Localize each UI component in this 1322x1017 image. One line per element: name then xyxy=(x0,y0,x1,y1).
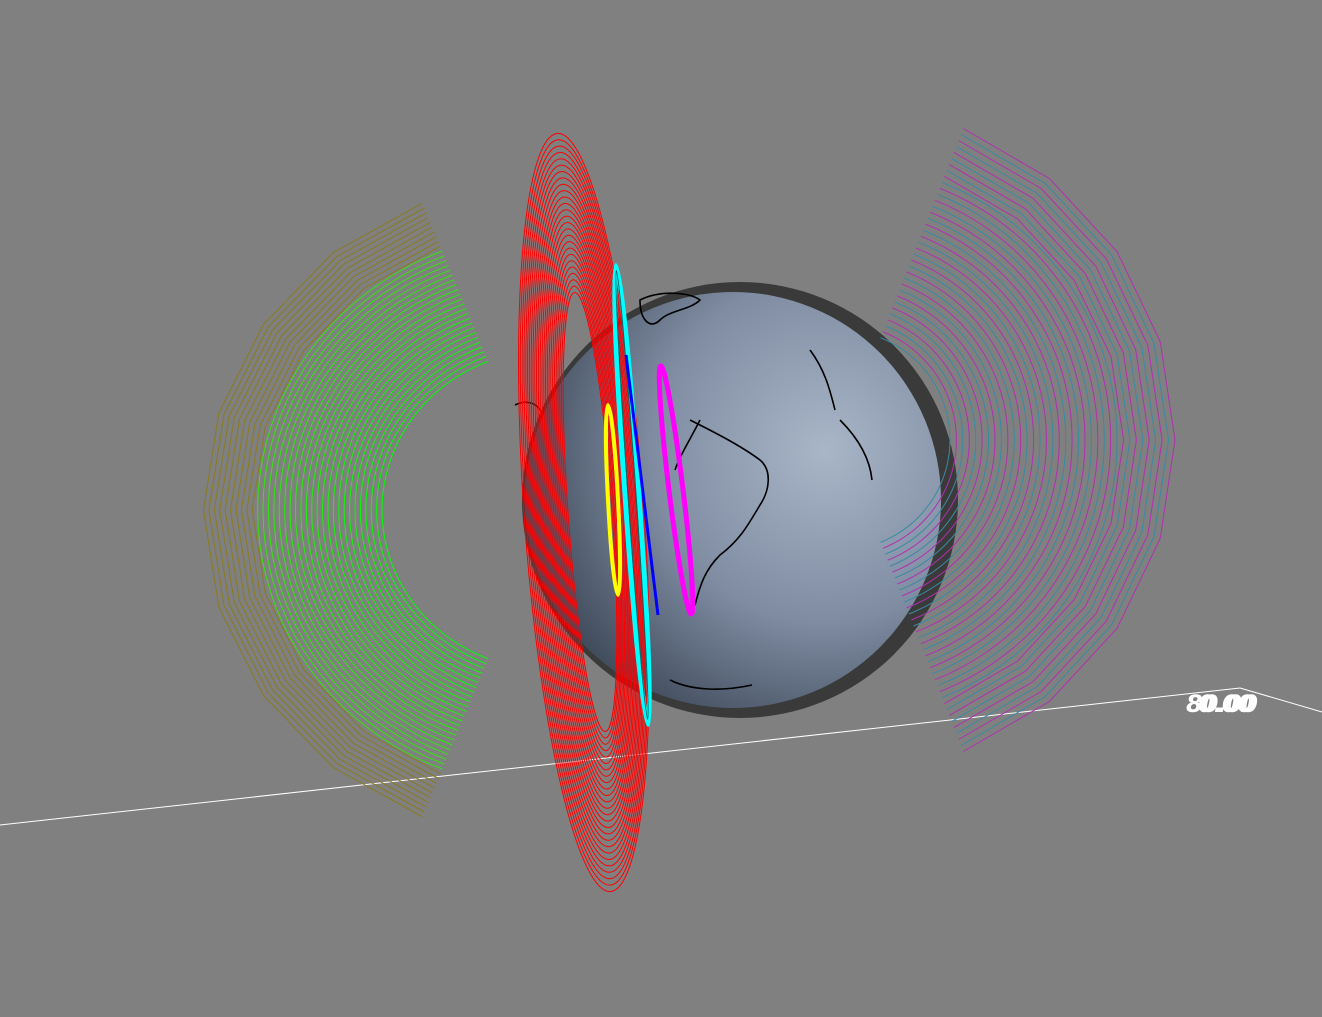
red-shell-ring xyxy=(561,285,619,739)
purple-shell-arc xyxy=(937,193,1105,687)
purple-shell-arc xyxy=(904,277,1015,603)
red-shell-ring xyxy=(536,196,637,828)
purple-shell-arc xyxy=(951,157,1144,723)
purple-shell-arc xyxy=(946,169,1131,711)
green-shell-arc xyxy=(219,217,429,803)
purple-shell-arc xyxy=(915,247,1047,633)
green-shell-arc xyxy=(343,327,475,693)
green-shell-arc xyxy=(359,341,481,679)
axis-label-b: 0.00 xyxy=(1198,690,1254,718)
purple-right-shell xyxy=(880,128,1176,752)
red-shell-ring xyxy=(562,292,618,732)
green-shell-arc xyxy=(381,360,489,660)
yellow-ring xyxy=(603,403,623,597)
purple-shell-arc xyxy=(899,289,1002,591)
purple-shell-arc xyxy=(932,205,1092,675)
purple-shell-arc xyxy=(918,241,1054,639)
purple-shell-arc xyxy=(925,223,1073,657)
green-shell-arc xyxy=(321,308,467,712)
green-shell-arc xyxy=(229,226,433,794)
green-shell-arc xyxy=(267,260,447,760)
purple-shell-arc xyxy=(922,229,1067,651)
green-shell-arc xyxy=(365,346,483,674)
green-shell-arc xyxy=(332,317,471,703)
purple-shell-arc xyxy=(941,181,1118,699)
green-shell-arc xyxy=(278,269,451,751)
green-shell-arc xyxy=(294,284,457,736)
axis-label-a: 80.00 xyxy=(1186,690,1258,718)
green-shell-arc xyxy=(257,250,443,770)
green-shell-arc xyxy=(262,255,445,765)
red-shell-ring xyxy=(519,139,649,886)
purple-shell-arc xyxy=(885,325,964,555)
red-shell-ring xyxy=(559,279,620,745)
purple-shell-arc xyxy=(894,301,990,579)
red-shell-ring xyxy=(557,272,622,752)
inner-rings xyxy=(603,263,696,727)
green-shell-arc xyxy=(348,332,477,688)
purple-shell-arc xyxy=(953,151,1150,729)
green-shell-arc xyxy=(316,303,465,717)
purple-shell-arc xyxy=(958,140,1163,740)
purple-shell-arc xyxy=(908,265,1028,615)
green-shell-arc xyxy=(213,212,427,808)
green-shell-arc xyxy=(354,336,479,684)
green-shell-arc xyxy=(289,279,455,741)
purple-shell-arc xyxy=(930,211,1086,669)
green-shell-arc xyxy=(273,264,449,756)
purple-shell-arc xyxy=(920,235,1060,645)
green-shell-arc xyxy=(251,245,441,775)
purple-shell-arc xyxy=(939,187,1112,693)
red-shell-ring xyxy=(532,183,640,841)
purple-shell-arc xyxy=(960,134,1170,746)
purple-shell-arc xyxy=(901,283,1009,597)
green-shell-arc xyxy=(240,236,437,784)
green-shell-arc xyxy=(224,221,431,799)
green-shell-arc xyxy=(338,322,473,698)
red-shell-ring xyxy=(537,202,636,822)
blue-ring xyxy=(624,354,660,616)
purple-shell-arc xyxy=(906,271,1022,609)
green-shell-arc xyxy=(311,298,463,722)
green-left-shell xyxy=(202,202,489,818)
coastline xyxy=(514,292,873,690)
globe-sphere xyxy=(525,292,941,708)
cyan-ring xyxy=(612,263,652,727)
purple-shell-arc xyxy=(948,163,1137,717)
purple-shell-arc xyxy=(911,259,1035,621)
purple-shell-arc xyxy=(892,307,983,573)
green-shell-arc xyxy=(305,293,461,727)
red-shell-ring xyxy=(546,234,629,790)
green-shell-arc xyxy=(376,355,487,665)
green-shell-arc xyxy=(246,241,439,779)
axis-lines xyxy=(0,687,1322,826)
purple-shell-arc xyxy=(896,295,996,585)
purple-shell-arc xyxy=(955,146,1157,734)
purple-shell-arc xyxy=(934,199,1099,681)
red-shell-ring xyxy=(534,190,639,835)
green-shell-arc xyxy=(284,274,453,746)
red-shell-ring xyxy=(550,247,627,777)
green-shell-arc xyxy=(208,207,425,813)
green-shell-arc xyxy=(300,288,459,732)
green-shell-arc xyxy=(202,202,423,818)
purple-shell-arc xyxy=(887,319,970,561)
purple-shell-arc xyxy=(880,337,951,543)
red-shell-ring xyxy=(528,171,643,854)
purple-shell-arc xyxy=(944,175,1125,705)
purple-shell-arc xyxy=(927,217,1080,663)
purple-shell-arc xyxy=(889,313,977,567)
purple-shell-arc xyxy=(963,128,1176,752)
red-shell-ring xyxy=(548,241,628,784)
green-shell-arc xyxy=(327,312,469,708)
red-shell-ring xyxy=(530,177,641,848)
purple-shell-arc xyxy=(882,331,957,549)
magenta-ring xyxy=(656,363,696,617)
purple-shell-arc xyxy=(913,253,1041,627)
green-shell-arc xyxy=(235,231,435,789)
cyan-ring-inner xyxy=(615,270,649,720)
green-shell-arc xyxy=(370,351,485,669)
